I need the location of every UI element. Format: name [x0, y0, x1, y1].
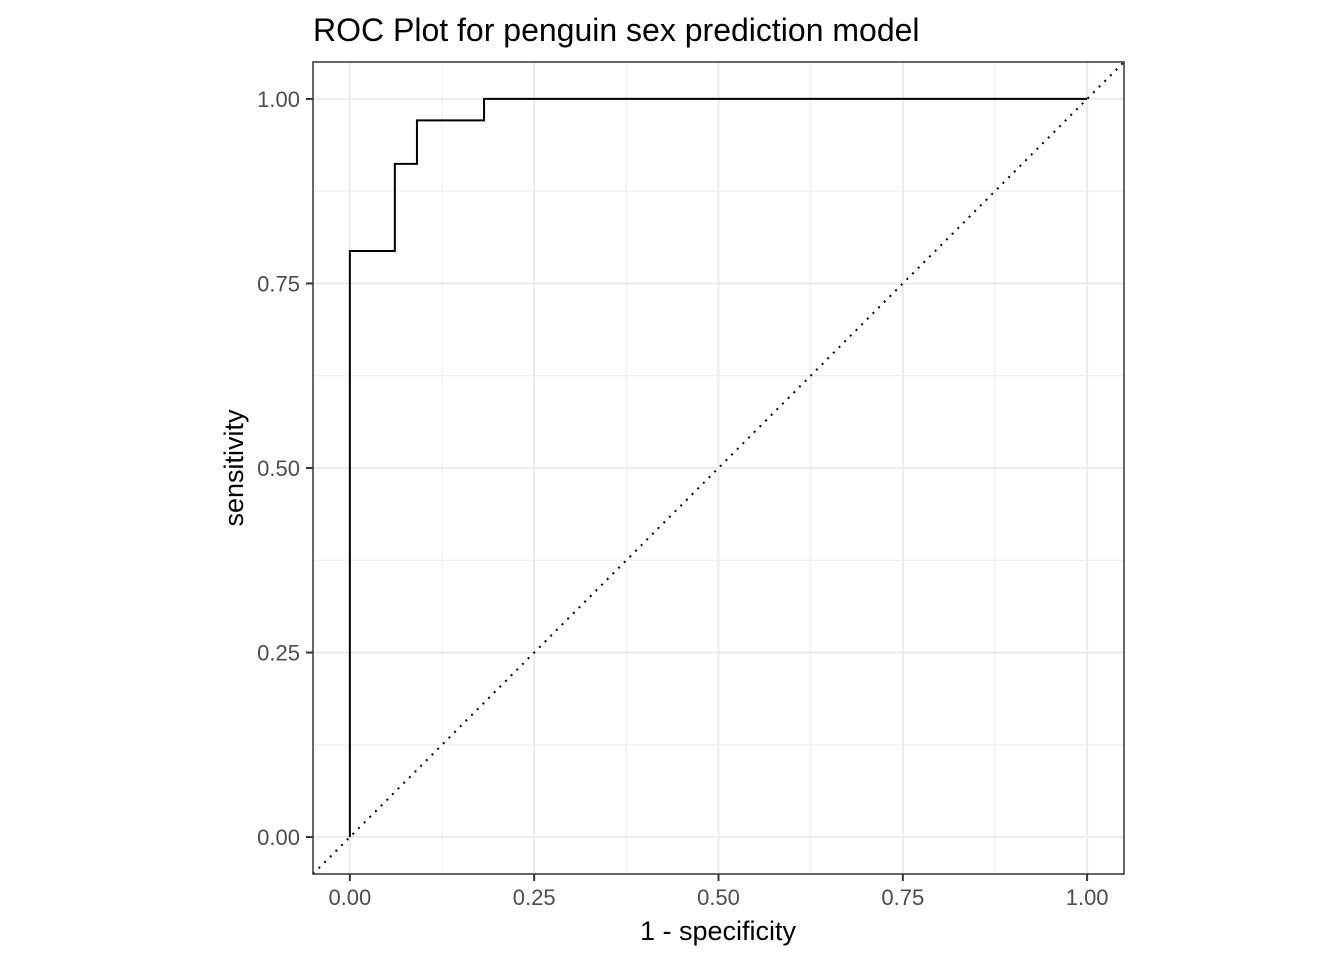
- x-tick-label: 0.25: [513, 885, 556, 910]
- y-tick-label: 0.50: [257, 456, 300, 481]
- y-tick-label: 0.00: [257, 825, 300, 850]
- x-tick-label: 0.00: [328, 885, 371, 910]
- x-axis: 0.00 0.25 0.50 0.75 1.00: [328, 874, 1109, 910]
- roc-curve: [348, 97, 1088, 838]
- y-tick-label: 1.00: [257, 87, 300, 112]
- x-tick-label: 1.00: [1066, 885, 1109, 910]
- chart-title: ROC Plot for penguin sex prediction mode…: [313, 12, 920, 48]
- y-axis: 0.00 0.25 0.50 0.75 1.00: [257, 87, 313, 850]
- x-tick-label: 0.50: [697, 885, 740, 910]
- x-tick-label: 0.75: [881, 885, 924, 910]
- x-axis-title: 1 - specificity: [640, 916, 797, 946]
- y-tick-label: 0.75: [257, 271, 300, 296]
- y-axis-title: sensitivity: [219, 409, 249, 527]
- y-tick-label: 0.25: [257, 641, 300, 666]
